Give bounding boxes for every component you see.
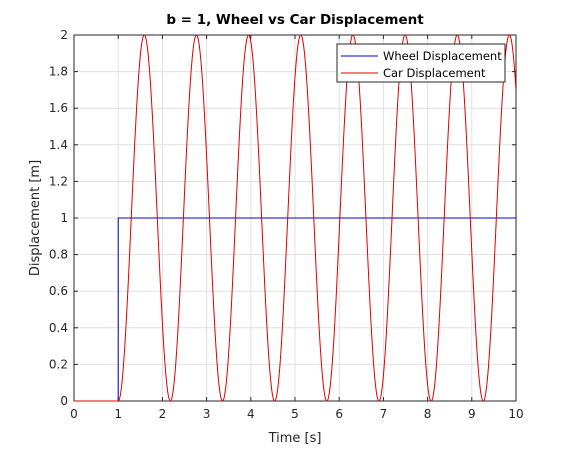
x-tick-label: 5: [291, 407, 299, 421]
data-series: [74, 34, 516, 402]
x-tick-label: 8: [424, 407, 432, 421]
x-tick-label: 7: [380, 407, 388, 421]
x-tick-label: 4: [247, 407, 255, 421]
legend-label-wheel: Wheel Displacement: [383, 49, 502, 63]
y-axis-label: Displacement [m]: [28, 160, 43, 276]
legend-label-car: Car Displacement: [383, 66, 486, 80]
x-tick-label: 0: [70, 407, 78, 421]
x-axis-label: Time [s]: [268, 431, 322, 446]
x-tick-label: 1: [114, 407, 122, 421]
y-tick-label: 0: [60, 394, 68, 408]
legend: Wheel Displacement Car Displacement: [336, 43, 506, 83]
x-tick-label: 6: [335, 407, 343, 421]
y-tick-label: 2: [60, 28, 68, 42]
x-tick-label: 2: [159, 407, 167, 421]
y-tick-label: 0.2: [49, 357, 68, 371]
y-tick-label: 0.6: [49, 284, 68, 298]
y-tick-label: 0.8: [49, 248, 68, 262]
x-tick-label: 9: [468, 407, 476, 421]
x-tick-label: 3: [203, 407, 211, 421]
y-tick-label: 1.4: [49, 138, 68, 152]
y-tick-label: 0.4: [49, 321, 68, 335]
series-line-car-displacement: [74, 34, 516, 402]
chart-title: b = 1, Wheel vs Car Displacement: [166, 12, 424, 28]
tick-labels: 0 1 2 3 4 5 6 7 8 9 10 0 0.2 0.4 0.6 0.8 1 1.2 1.4 1.6 1.8 2: [49, 28, 524, 421]
legend-box: [336, 43, 506, 83]
y-tick-label: 1.8: [49, 65, 68, 79]
y-tick-label: 1.6: [49, 101, 68, 115]
x-tick-label: 10: [508, 407, 523, 421]
y-tick-label: 1: [60, 211, 68, 225]
y-tick-label: 1.2: [49, 174, 68, 188]
